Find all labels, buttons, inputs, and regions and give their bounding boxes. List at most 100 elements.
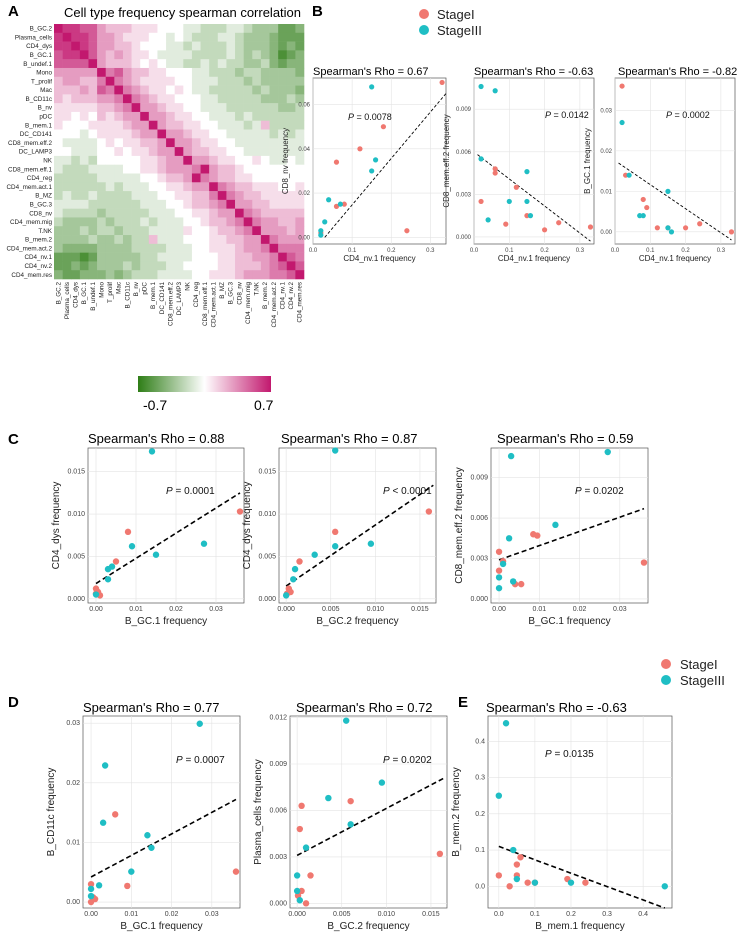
heatmap-cell bbox=[88, 182, 98, 192]
heatmap-cell bbox=[88, 252, 98, 262]
heatmap-cell bbox=[209, 138, 219, 148]
heatmap-cell bbox=[183, 261, 193, 271]
stage3-point bbox=[104, 565, 112, 573]
heatmap-row-label: B_GC.2 bbox=[30, 26, 53, 33]
heatmap-cell bbox=[191, 32, 201, 42]
x-tick-label: 0.0 bbox=[470, 248, 479, 254]
heatmap-cell bbox=[97, 191, 107, 201]
heatmap-cell bbox=[122, 217, 132, 227]
stage1-point bbox=[298, 887, 305, 895]
heatmap-cell bbox=[269, 59, 279, 69]
heatmap-cell bbox=[122, 32, 132, 42]
heatmap-cell bbox=[114, 24, 124, 34]
heatmap-cell bbox=[131, 252, 141, 262]
p-value-text: P = 0.0002 bbox=[666, 110, 710, 120]
heatmap-cell bbox=[166, 129, 175, 139]
heatmap-col-label: B_GC.2 bbox=[55, 282, 62, 305]
heatmap-cell bbox=[217, 24, 227, 34]
heatmap-cell bbox=[71, 155, 81, 165]
heatmap-cell bbox=[226, 191, 236, 201]
heatmap-cell bbox=[243, 182, 253, 192]
heatmap-cell bbox=[217, 155, 227, 165]
heatmap-cell bbox=[295, 182, 305, 192]
heatmap-col-label: Mono bbox=[98, 282, 105, 298]
p-value-number: = 0.0202 bbox=[582, 486, 624, 497]
heatmap-cell bbox=[286, 129, 296, 139]
heatmap-cell bbox=[269, 226, 279, 236]
heatmap-cell bbox=[217, 199, 227, 209]
heatmap-cell bbox=[71, 67, 81, 78]
y-tick-label: 0.005 bbox=[67, 553, 85, 560]
heatmap-cell bbox=[209, 182, 219, 192]
heatmap-cell bbox=[62, 138, 72, 148]
heatmap-cell bbox=[226, 103, 236, 113]
heatmap-cell bbox=[166, 32, 175, 42]
heatmap-cell bbox=[226, 173, 236, 183]
heatmap-cell bbox=[235, 94, 244, 104]
heatmap-cell bbox=[226, 155, 236, 165]
heatmap-cell bbox=[157, 32, 167, 42]
stage3-point bbox=[369, 168, 375, 174]
heatmap-cell bbox=[79, 243, 89, 253]
heatmap-row-label: CD4_mem.mig bbox=[10, 219, 52, 226]
heatmap-cell bbox=[209, 191, 219, 201]
heatmap-cell bbox=[97, 147, 107, 157]
heatmap-cell bbox=[114, 59, 124, 69]
heatmap-cell bbox=[260, 164, 270, 174]
heatmap-cell bbox=[131, 235, 141, 245]
heatmap-cell bbox=[209, 76, 219, 86]
heatmap-cell bbox=[79, 252, 89, 262]
heatmap-cell bbox=[114, 50, 124, 60]
stage3-point bbox=[291, 565, 299, 573]
heatmap-cell bbox=[79, 76, 89, 86]
heatmap-cell bbox=[174, 59, 184, 69]
heatmap-cell bbox=[157, 94, 167, 104]
stage3-point bbox=[619, 119, 625, 126]
heatmap-cell bbox=[209, 199, 219, 209]
heatmap-cell bbox=[209, 261, 219, 271]
heatmap-cell bbox=[148, 243, 158, 253]
heatmap-cell bbox=[200, 111, 210, 122]
heatmap-cell bbox=[217, 85, 227, 95]
heatmap-cell bbox=[71, 129, 81, 139]
x-tick-label: 0.0 bbox=[611, 248, 620, 254]
stage3-point bbox=[128, 543, 136, 550]
panel-letter-e: E bbox=[458, 694, 468, 711]
stage1-point bbox=[697, 221, 703, 227]
heatmap-cell bbox=[278, 182, 288, 192]
heatmap-cell bbox=[226, 217, 236, 227]
stage3-point bbox=[665, 188, 671, 194]
heatmap-cell bbox=[88, 147, 98, 157]
heatmap-col-label: CD4_mem.act.2 bbox=[271, 282, 278, 328]
heatmap-cell bbox=[131, 76, 141, 86]
x-tick-label: 0.00 bbox=[89, 606, 103, 613]
stage1-point bbox=[333, 159, 340, 165]
heatmap-cell bbox=[243, 226, 253, 236]
heatmap-cell bbox=[260, 235, 270, 245]
heatmap-cell bbox=[209, 208, 219, 218]
heatmap-cell bbox=[79, 85, 89, 95]
x-axis-label: B_GC.1 frequency bbox=[125, 616, 207, 627]
heatmap-cell bbox=[88, 67, 98, 78]
heatmap-cell bbox=[105, 217, 115, 227]
heatmap-cell bbox=[105, 164, 115, 174]
heatmap-cell bbox=[174, 32, 184, 42]
heatmap-cell bbox=[191, 243, 201, 253]
heatmap-cell bbox=[191, 217, 201, 227]
p-value-number: = 0.0135 bbox=[552, 749, 594, 760]
heatmap-cell bbox=[54, 41, 63, 51]
heatmap-cell bbox=[278, 199, 288, 209]
heatmap-cell bbox=[217, 147, 227, 157]
heatmap-cell bbox=[88, 199, 98, 209]
stage3-point bbox=[296, 897, 304, 904]
heatmap-cell bbox=[79, 155, 89, 165]
heatmap-cell bbox=[243, 94, 253, 104]
heatmap-cell bbox=[88, 76, 98, 86]
heatmap-col-label: B_mem.2 bbox=[262, 282, 269, 309]
y-tick-label: 0.0 bbox=[475, 883, 485, 890]
heatmap-cell bbox=[200, 191, 210, 201]
heatmap-cell bbox=[269, 94, 279, 104]
heatmap-cell bbox=[79, 261, 89, 271]
heatmap-cell bbox=[209, 24, 219, 34]
heatmap-cell bbox=[62, 155, 72, 165]
